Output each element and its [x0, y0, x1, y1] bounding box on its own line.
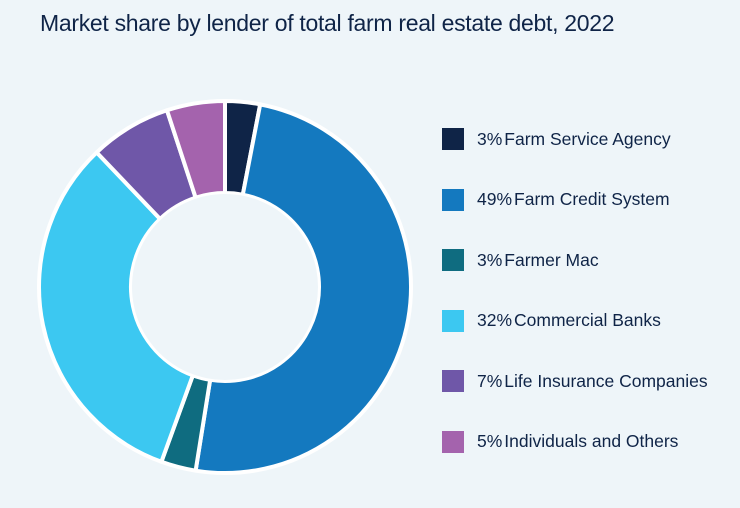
legend-label: Individuals and Others — [504, 431, 679, 451]
donut-slice-farm-credit-system — [193, 102, 413, 475]
legend-percent: 49% — [477, 189, 513, 209]
legend-percent: 7% — [477, 370, 503, 391]
legend-percent: 5% — [477, 431, 503, 451]
legend-item-individuals-and-others: 5% Individuals and Others — [442, 427, 738, 457]
legend-swatch — [442, 430, 464, 453]
legend-swatch — [442, 249, 464, 271]
legend-swatch — [442, 309, 464, 332]
legend: 3% Farm Service Agency 49% Farm Credit S… — [442, 124, 738, 487]
legend-label: Farmer Mac — [504, 249, 599, 270]
legend-item-commercial-banks: 32% Commercial Banks — [442, 306, 738, 336]
legend-swatch — [442, 128, 464, 150]
legend-label: Life Insurance Companies — [504, 370, 708, 391]
legend-label: Farm Service Agency — [504, 128, 671, 149]
legend-swatch — [442, 188, 464, 211]
donut-slice-individuals-and-others — [164, 99, 227, 200]
legend-percent: 32% — [477, 310, 513, 330]
legend-item-farmer-mac: 3% Farmer Mac — [442, 245, 738, 275]
chart-title: Market share by lender of total farm rea… — [40, 10, 615, 36]
donut-hole — [132, 194, 318, 380]
donut-slice-commercial-banks — [37, 150, 195, 464]
legend-percent: 3% — [477, 249, 503, 270]
legend-item-life-insurance-companies: 7% Life Insurance Companies — [442, 366, 738, 396]
legend-label: Farm Credit System — [514, 189, 670, 209]
legend-label: Commercial Banks — [514, 310, 661, 330]
legend-item-farm-credit-system: 49% Farm Credit System — [442, 185, 738, 215]
legend-item-farm-service-agency: 3% Farm Service Agency — [442, 124, 738, 154]
legend-swatch — [442, 370, 464, 392]
legend-percent: 3% — [477, 128, 503, 149]
donut-chart — [37, 99, 413, 475]
